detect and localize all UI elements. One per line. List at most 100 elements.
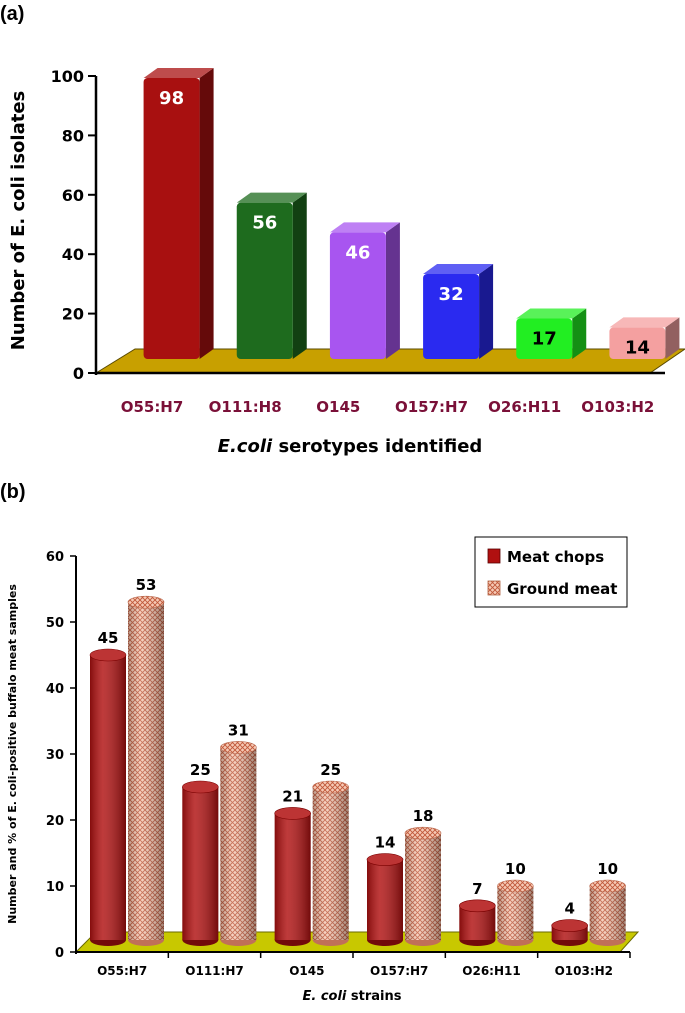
bar-meat-chops xyxy=(366,853,404,946)
x-tick-label-a: O103:H2 xyxy=(581,398,654,416)
bar-meat-chops xyxy=(459,899,496,946)
bar-value-label-b: 7 xyxy=(472,880,482,898)
y-tick-label-b: 30 xyxy=(46,748,64,763)
legend-label-meat-chops: Meat chops xyxy=(507,548,604,566)
x-axis-title-italic-a: E.coli xyxy=(218,436,273,457)
bar-value-label-b: 14 xyxy=(375,834,396,852)
legend-label-ground-meat: Ground meat xyxy=(507,580,617,598)
cylinder-shading xyxy=(367,859,403,940)
y-axis-title-a: Number of E. coli isolates xyxy=(8,91,29,350)
y-tick-label-b: 50 xyxy=(46,616,64,631)
bar-front-a xyxy=(329,232,386,359)
bar-value-label-b: 31 xyxy=(228,721,249,739)
bar-ground-meat xyxy=(404,826,442,946)
x-tick-label-b: O157:H7 xyxy=(370,964,428,978)
bar-front-a xyxy=(423,273,480,359)
bar-value-label-b: 45 xyxy=(98,629,119,647)
x-tick-label-a: O145 xyxy=(316,398,360,416)
y-tick-label-a: 20 xyxy=(62,305,84,324)
cylinder-top xyxy=(274,807,311,820)
x-tick-label-a: O157:H7 xyxy=(395,398,468,416)
x-axis-title-rest-b: strains xyxy=(346,989,401,1004)
bar-ground-meat xyxy=(589,879,626,946)
y-tick-label-b: 60 xyxy=(46,550,64,565)
cylinder-top xyxy=(366,853,404,866)
cylinder-shading xyxy=(182,787,219,940)
cylinder-top xyxy=(589,879,626,893)
bar-ground-meat xyxy=(220,741,257,946)
bar-top-a xyxy=(423,263,494,274)
bar-ground-meat xyxy=(312,780,349,946)
chart-panel-a: (a) 0 20 40 60 80 100 98 O55:H7 56 O111:H8 46 O145 32… xyxy=(0,3,685,457)
cylinder-shading xyxy=(405,833,441,940)
x-axis-title-rest-a: serotypes identified xyxy=(272,436,482,457)
cylinder-shading xyxy=(312,787,349,940)
bar-value-label-a: 46 xyxy=(345,242,370,263)
bar-a xyxy=(236,192,307,359)
y-axis-title-b: Number and % of E. coli-positive buffalo… xyxy=(6,584,19,924)
bar-value-label-b: 53 xyxy=(136,576,157,594)
bar-front-a xyxy=(516,318,573,359)
cylinder-top xyxy=(404,826,442,840)
bar-side-a xyxy=(292,192,307,359)
x-axis-title-a: E.coli serotypes identified xyxy=(218,436,483,457)
cylinder-top xyxy=(312,780,349,794)
bar-ground-meat xyxy=(127,595,165,946)
y-tick-label-a: 100 xyxy=(51,67,84,86)
bar-value-label-b: 10 xyxy=(505,860,526,878)
bar-top-a xyxy=(516,308,587,319)
x-tick-label-a: O55:H7 xyxy=(121,398,184,416)
bar-side-a xyxy=(665,317,680,359)
cylinder-shading xyxy=(589,886,626,940)
bar-value-label-b: 25 xyxy=(320,761,341,779)
bar-side-a xyxy=(385,222,400,359)
x-tick-label-a: O111:H8 xyxy=(209,398,282,416)
cylinder-top xyxy=(220,741,257,754)
cylinder-shading xyxy=(90,655,126,940)
bar-side-a xyxy=(572,308,587,359)
cylinder-shading xyxy=(220,747,257,940)
cylinder-top xyxy=(89,648,127,662)
cylinder-top xyxy=(459,899,496,913)
cylinder-top xyxy=(551,919,588,932)
bar-front-a xyxy=(143,77,200,359)
bar-value-label-b: 25 xyxy=(190,761,211,779)
cylinder-shading xyxy=(274,813,311,940)
y-tick-label-b: 20 xyxy=(46,814,64,829)
y-tick-label-a: 0 xyxy=(73,364,84,383)
bar-side-a xyxy=(199,67,214,359)
x-tick-label-b: O103:H2 xyxy=(555,964,613,978)
x-axis-title-italic-b: E. coli xyxy=(302,989,346,1004)
y-tick-label-b: 0 xyxy=(55,946,64,961)
bar-a xyxy=(516,308,587,359)
bar-a xyxy=(329,222,400,359)
bar-meat-chops xyxy=(89,648,127,946)
cylinder-shading xyxy=(497,886,534,940)
bar-front-a xyxy=(609,327,666,359)
bar-top-a xyxy=(609,317,680,328)
cylinder-top xyxy=(182,780,219,794)
x-tick-label-b: O26:H11 xyxy=(462,964,520,978)
bar-value-label-b: 21 xyxy=(282,787,303,805)
bar-value-label-a: 14 xyxy=(625,337,650,358)
cylinder-shading xyxy=(128,602,164,940)
bar-top-a xyxy=(143,67,214,78)
x-tick-label-a: O26:H11 xyxy=(488,398,561,416)
bar-a xyxy=(423,263,494,359)
chart-panel-b: (b) 0 10 20 30 40 50 60 45 53 O55:H7 25 31 O111:H7 21 2… xyxy=(0,481,640,1004)
bar-meat-chops xyxy=(274,807,311,946)
bar-value-label-b: 18 xyxy=(413,807,434,825)
bar-meat-chops xyxy=(182,780,219,946)
y-tick-label-a: 60 xyxy=(62,186,84,205)
bar-value-label-a: 17 xyxy=(532,329,557,350)
legend-swatch-ground-meat xyxy=(487,580,501,596)
bar-value-label-a: 32 xyxy=(439,284,464,305)
bar-top-a xyxy=(329,222,400,233)
y-tick-label-b: 40 xyxy=(46,682,64,697)
bar-value-label-b: 10 xyxy=(597,860,618,878)
bar-a xyxy=(143,67,214,359)
x-tick-label-b: O145 xyxy=(289,964,324,978)
cylinder-top xyxy=(127,595,165,609)
bar-a xyxy=(609,317,680,359)
